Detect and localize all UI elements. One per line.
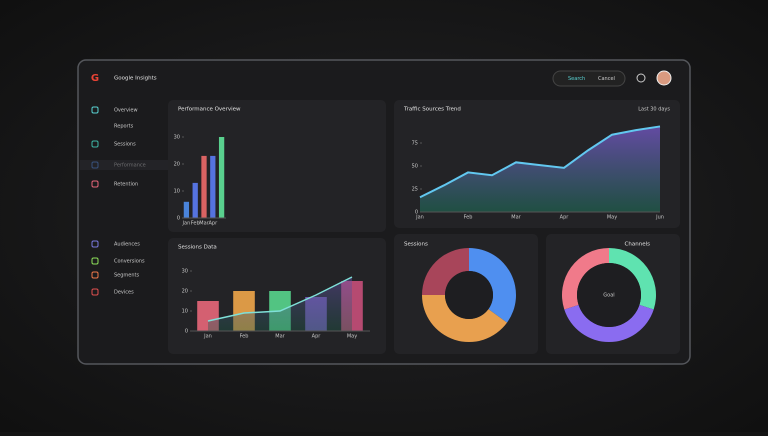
nav-icon [91,288,99,296]
trend-area [208,277,352,331]
nav-item: Reports [114,124,134,130]
x-tick-label: Jan [415,215,424,221]
donut-segment [469,248,516,323]
y-tick-label: 0 [415,210,418,216]
cancel[interactable]: Cancel [598,76,615,82]
y-tick-label: 30 [174,135,180,141]
x-tick-label: May [347,334,357,340]
line [419,125,661,199]
donut-segment [562,248,609,310]
x-tick-label: May [607,215,617,221]
nav-item: Segments [114,273,140,279]
y-tick-label: 50 [412,164,418,170]
x-tick-label: Mar [199,221,209,227]
bar [210,155,216,218]
trend-line [207,276,353,322]
nav-item: Audiences [114,242,140,248]
x-tick-label: Apr [208,221,218,227]
donut-hole [577,263,641,327]
donut-segment [564,304,654,342]
search-box[interactable] [552,70,626,87]
x-tick-label: Apr [312,334,322,340]
y-tick-label: 10 [174,189,180,195]
settings-icon[interactable] [636,73,646,83]
x-tick-label: Apr [560,215,570,221]
app-title: Google Insights [114,76,157,82]
logo: G [91,73,99,84]
bar [201,155,207,218]
bar [183,201,190,218]
x-tick-label: Feb [191,221,200,227]
donut-segment [609,248,656,310]
y-tick-label: 20 [174,162,180,168]
donut-segment [422,248,469,295]
x-tick-label: Jun [655,215,664,221]
x-tick-label: Mar [275,334,285,340]
nav-icon [91,140,99,148]
nav-icon [91,106,99,114]
nav-highlight [80,160,168,170]
nav-icon [91,240,99,248]
y-tick-label: 0 [177,216,180,222]
bar [218,137,225,218]
nav-item: Sessions [114,142,136,148]
donut-center: Goal [603,293,614,299]
card-title: Channels [625,242,651,248]
x-tick-label: Mar [511,215,521,221]
x-tick-label: Feb [464,215,473,221]
y-tick-label: 75 [412,141,418,147]
search[interactable]: Search [568,76,585,82]
card-title: Traffic Sources Trend [403,107,461,113]
y-tick-label: 25 [412,187,418,193]
avatar[interactable] [656,70,672,86]
card [168,100,386,232]
nav-icon [91,271,99,279]
y-tick-label: 10 [182,309,188,315]
x-tick-label: Jan [182,221,191,227]
area [420,126,660,212]
x-tick-label: Feb [240,334,249,340]
nav-item: Overview [114,108,138,114]
card-title: Sessions Data [178,245,217,251]
donut-hole [445,271,493,319]
card-subtitle: Last 30 days [638,107,670,113]
y-tick-label: 0 [185,329,188,335]
donut-segment [422,295,508,342]
nav-icon [91,257,99,265]
card-title: Performance Overview [178,107,241,113]
y-tick-label: 30 [182,269,188,275]
nav-icon [91,180,99,188]
nav-item: Retention [114,182,138,188]
x-tick-label: Jan [203,334,212,340]
card-title: Sessions [404,242,428,248]
bar [192,182,198,218]
nav-item: Conversions [114,259,145,265]
nav-item: Devices [114,290,134,296]
y-tick-label: 20 [182,289,188,295]
